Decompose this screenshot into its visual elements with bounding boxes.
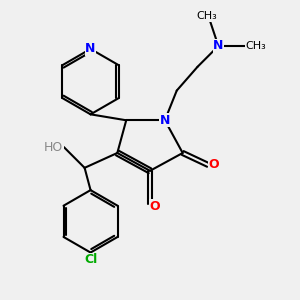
Text: CH₃: CH₃ xyxy=(245,41,266,51)
Text: O: O xyxy=(149,200,160,213)
Text: O: O xyxy=(208,158,219,171)
Text: HO: HO xyxy=(44,140,63,154)
Text: CH₃: CH₃ xyxy=(196,11,217,21)
Text: Cl: Cl xyxy=(84,254,97,266)
Text: N: N xyxy=(213,40,224,52)
Text: N: N xyxy=(85,42,96,56)
Text: N: N xyxy=(160,114,170,127)
